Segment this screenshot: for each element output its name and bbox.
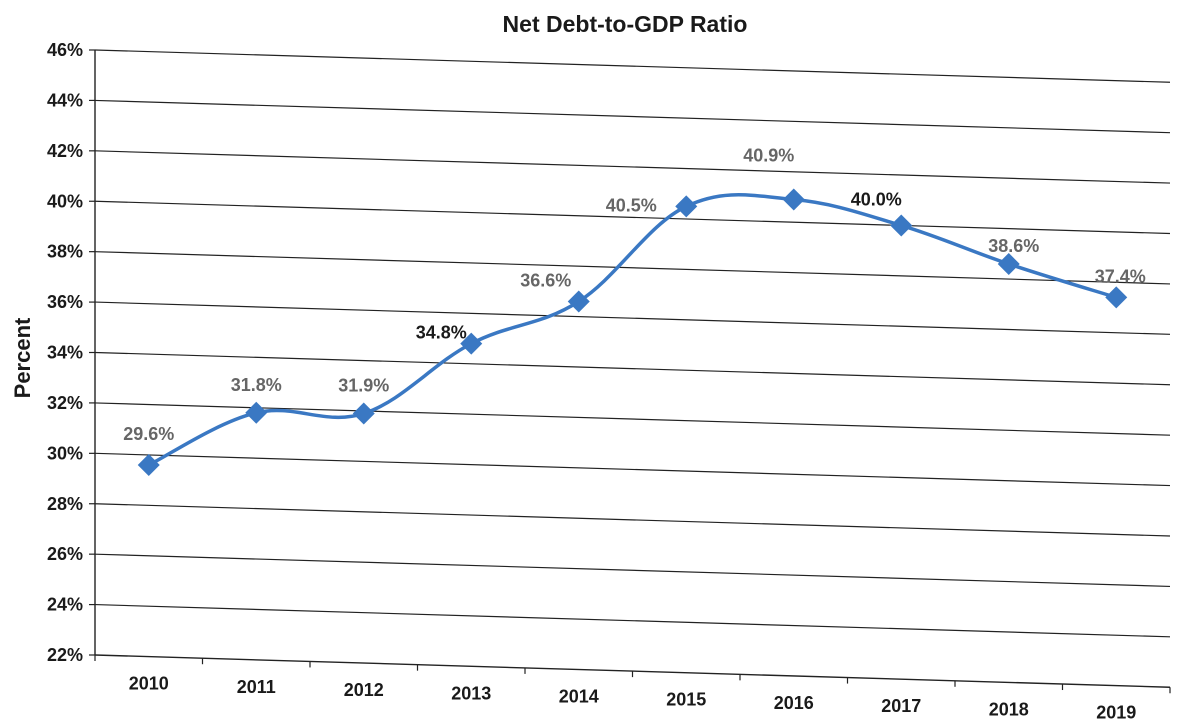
gridline-30: [94, 452, 1171, 487]
y-tick-label: 30%: [47, 443, 83, 463]
x-tick-label: 2012: [344, 680, 384, 700]
x-tick-label: 2016: [774, 693, 814, 713]
markers: [137, 188, 1128, 477]
data-label: 38.6%: [988, 236, 1039, 256]
chart-title: Net Debt-to-GDP Ratio: [503, 11, 748, 37]
y-tick-label: 28%: [47, 494, 83, 514]
gridline-40: [94, 200, 1171, 235]
data-label: 40.5%: [606, 195, 657, 215]
data-label: 31.9%: [338, 376, 389, 396]
x-tick-label: 2018: [989, 699, 1029, 719]
series-line: [147, 193, 1118, 467]
data-label: 40.0%: [851, 189, 902, 209]
y-tick-label: 36%: [47, 292, 83, 312]
y-tick-label: 42%: [47, 141, 83, 161]
data-label: 34.8%: [416, 323, 467, 343]
data-point-2014: [567, 290, 590, 313]
axes: [89, 49, 1171, 694]
data-label: 40.9%: [743, 146, 794, 166]
data-point-2015: [675, 195, 698, 218]
data-point-2010: [137, 454, 160, 477]
x-tick-label: 2010: [129, 674, 169, 694]
y-tick-label: 22%: [47, 645, 83, 665]
data-point-2012: [352, 402, 375, 425]
series: [147, 193, 1118, 467]
data-point-2016: [782, 188, 805, 211]
data-label: 36.6%: [520, 270, 571, 290]
gridline-38: [94, 251, 1171, 285]
y-tick-label: 46%: [47, 40, 83, 60]
y-tick-label: 34%: [47, 343, 83, 363]
y-tick-label: 32%: [47, 393, 83, 413]
x-tick-label: 2017: [881, 696, 921, 716]
y-tick-label: 38%: [47, 242, 83, 262]
gridline-46: [94, 49, 1171, 83]
y-tick-labels: 22% 24% 26% 28% 30% 32% 34% 36% 38% 40% 42% 44% 46%: [47, 40, 83, 665]
x-tick-label: 2019: [1096, 703, 1136, 721]
data-point-2019: [1105, 286, 1128, 309]
gridline-42: [94, 150, 1171, 184]
x-tick-label: 2014: [559, 687, 599, 707]
x-tick-label: 2013: [451, 683, 491, 703]
x-tick-labels: 2010 2011 2012 2013 2014 2015 2016 2017 2018 2019: [129, 674, 1137, 721]
data-label: 31.8%: [231, 375, 282, 395]
gridline-24: [94, 603, 1171, 638]
y-tick-label: 44%: [47, 90, 83, 110]
y-axis-label: Percent: [10, 317, 35, 398]
data-point-2018: [997, 252, 1020, 275]
gridline-36: [94, 301, 1171, 335]
gridline-34: [94, 351, 1171, 386]
data-point-2017: [890, 214, 913, 237]
gridlines: [94, 49, 1171, 638]
y-tick-label: 40%: [47, 191, 83, 211]
gridline-32: [94, 402, 1171, 436]
gridline-28: [94, 503, 1171, 537]
gridline-44: [94, 99, 1171, 134]
gridline-26: [94, 553, 1171, 588]
data-label: 37.4%: [1095, 266, 1146, 286]
data-point-2013: [460, 332, 483, 355]
x-tick-label: 2011: [237, 677, 276, 697]
data-labels: 29.6% 31.8% 31.9% 34.8% 36.6% 40.5% 40.9% 40.0%…: [123, 146, 1146, 445]
data-label: 29.6%: [123, 424, 174, 444]
y-tick-label: 24%: [47, 595, 83, 615]
x-tick-label: 2015: [666, 690, 706, 710]
y-tick-label: 26%: [47, 544, 83, 564]
data-point-2011: [245, 401, 268, 424]
